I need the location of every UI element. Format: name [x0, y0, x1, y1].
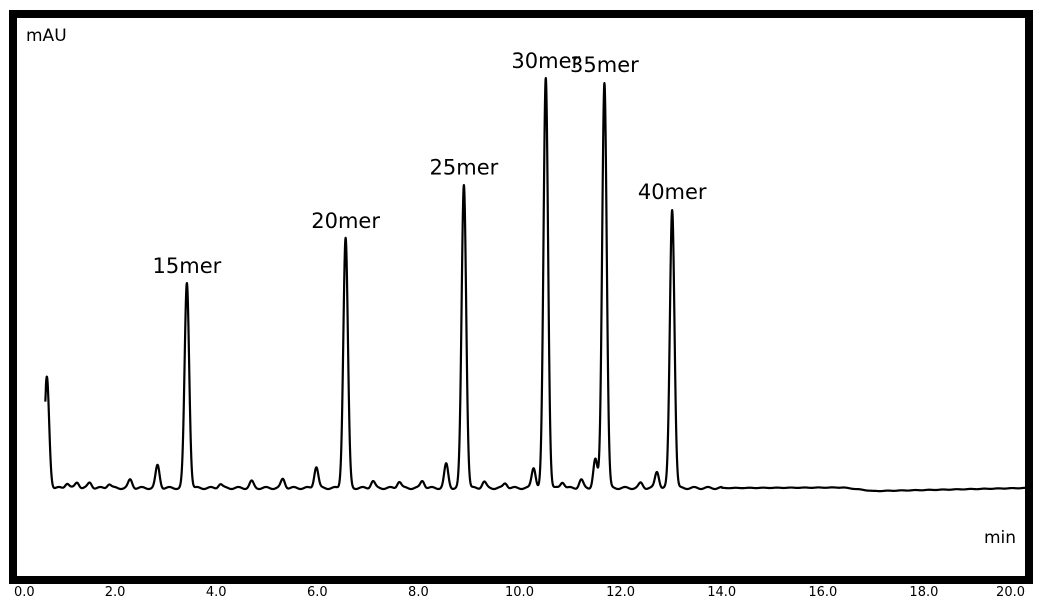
peak-label: 35mer	[570, 53, 639, 77]
x-axis-ticks: 0.0 2.0 4.0 6.0 8.0 10.0 12.0 14.0 16.0 18.0 20.0	[14, 585, 1025, 600]
peak-label: 15mer	[153, 254, 222, 278]
peak-label: 25mer	[430, 156, 499, 180]
x-tick-label: 2.0	[105, 585, 126, 600]
x-tick-label: 4.0	[206, 585, 227, 600]
x-tick-label: 14.0	[707, 585, 736, 600]
x-tick-label: 6.0	[307, 585, 328, 600]
chromatogram-trace	[44, 76, 1026, 493]
plot-frame	[9, 10, 1033, 584]
peak-label: 40mer	[638, 180, 707, 204]
peak-label: 30mer	[511, 49, 580, 73]
x-tick-label: 12.0	[606, 585, 635, 600]
x-tick-label: 20.0	[996, 585, 1025, 600]
x-tick-label: 8.0	[408, 585, 429, 600]
x-tick-label: 0.0	[14, 585, 35, 600]
x-tick-label: 16.0	[808, 585, 837, 600]
peak-label: 20mer	[311, 209, 380, 233]
x-tick-label: 18.0	[909, 585, 938, 600]
x-tick-label: 10.0	[505, 585, 534, 600]
x-axis-label: min	[984, 528, 1016, 548]
y-axis-label: mAU	[26, 26, 67, 46]
